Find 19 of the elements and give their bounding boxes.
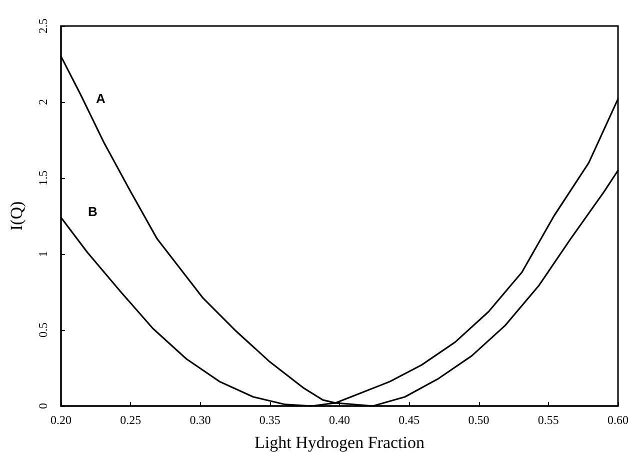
x-tick-label: 0.20	[50, 413, 72, 427]
x-tick-label: 0.50	[468, 413, 490, 427]
x-axis-title: Light Hydrogen Fraction	[254, 433, 425, 452]
x-tick-label: 0.40	[329, 413, 350, 427]
y-tick-label: 2.5	[36, 18, 50, 34]
x-tick-label: 0.55	[538, 413, 559, 427]
y-tick-label: 2	[36, 99, 50, 105]
series-label: A	[96, 90, 106, 106]
y-tick-label: 1	[36, 251, 50, 257]
x-tick-label: 0.30	[190, 413, 211, 427]
y-axis-title: I(Q)	[7, 201, 26, 231]
x-tick-label: 0.35	[259, 413, 280, 427]
x-tick-label: 0.60	[608, 413, 628, 427]
x-tick-label: 0.45	[398, 413, 420, 427]
y-tick-label: 1.5	[36, 170, 50, 186]
y-tick-label: 0.5	[36, 322, 50, 338]
series-label: B	[88, 204, 98, 220]
x-tick-label: 0.25	[120, 413, 142, 427]
y-tick-label: 0	[36, 403, 50, 409]
